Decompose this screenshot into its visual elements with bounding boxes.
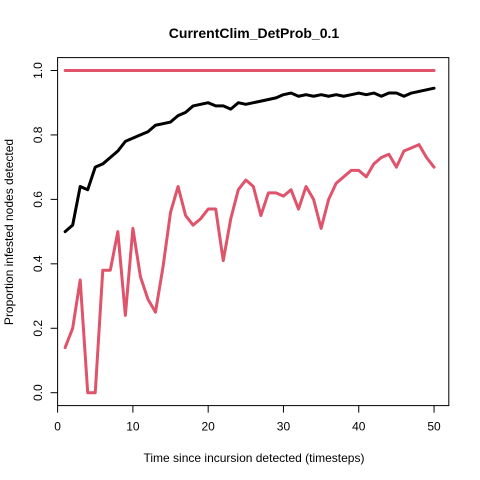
y-tick-label: 0.0 <box>31 384 45 401</box>
y-tick-label: 1.0 <box>31 62 45 79</box>
y-tick-label: 0.8 <box>31 126 45 143</box>
chart-title: CurrentClim_DetProb_0.1 <box>169 25 340 41</box>
x-tick-label: 20 <box>201 420 215 434</box>
x-tick-label: 50 <box>427 420 441 434</box>
x-axis-label: Time since incursion detected (timesteps… <box>144 451 365 465</box>
y-tick-label: 0.6 <box>31 191 45 208</box>
x-tick-label: 0 <box>54 420 61 434</box>
x-axis: 0 10 20 30 40 50 <box>54 405 441 434</box>
x-tick-label: 10 <box>126 420 140 434</box>
x-tick-label: 30 <box>277 420 291 434</box>
y-axis-label: Proportion infested nodes detected <box>2 139 16 325</box>
series-line-3 <box>63 143 436 395</box>
series-line-2 <box>63 86 436 234</box>
plot-frame <box>57 57 450 407</box>
y-tick-label: 0.2 <box>31 320 45 337</box>
y-tick-label: 0.4 <box>31 255 45 272</box>
series-layer <box>63 68 436 395</box>
y-axis: 0.0 0.2 0.4 0.6 0.8 1.0 <box>31 62 58 401</box>
x-tick-label: 40 <box>352 420 366 434</box>
